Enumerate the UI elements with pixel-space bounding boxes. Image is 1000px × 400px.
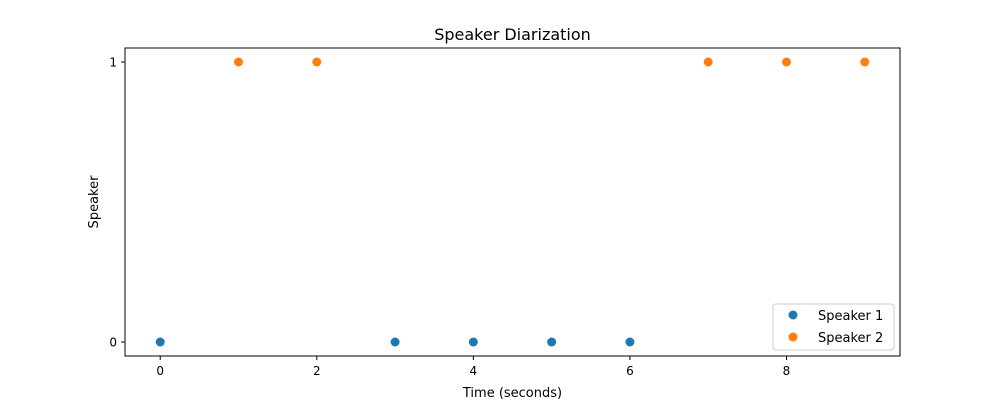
data-point-speaker-2 <box>234 57 244 67</box>
data-point-speaker-1 <box>547 337 557 347</box>
data-point-speaker-1 <box>390 337 400 347</box>
y-tick-label: 0 <box>109 336 117 350</box>
legend-label-speaker-2: Speaker 2 <box>818 331 883 346</box>
legend-box <box>772 303 895 351</box>
data-point-speaker-1 <box>155 337 165 347</box>
data-point-speaker-1 <box>468 337 478 347</box>
x-tick-label: 4 <box>470 364 478 378</box>
data-point-speaker-2 <box>703 57 713 67</box>
legend-label-speaker-1: Speaker 1 <box>818 309 883 324</box>
data-point-speaker-1 <box>625 337 635 347</box>
legend-marker-speaker-1 <box>788 310 798 320</box>
data-point-speaker-2 <box>312 57 322 67</box>
y-axis-label: Speaker <box>87 175 102 229</box>
legend-marker-speaker-2 <box>788 332 798 342</box>
x-tick-label: 0 <box>156 364 164 378</box>
x-tick-label: 2 <box>313 364 321 378</box>
data-point-speaker-2 <box>860 57 870 67</box>
x-tick-label: 6 <box>626 364 634 378</box>
data-point-speaker-2 <box>781 57 791 67</box>
x-axis-label: Time (seconds) <box>462 386 562 400</box>
legend: Speaker 1 Speaker 2 <box>772 303 895 351</box>
x-tick-label: 8 <box>783 364 791 378</box>
plot-area <box>124 47 901 357</box>
data-points <box>155 57 870 347</box>
y-tick-label: 1 <box>109 56 117 70</box>
x-axis: 0 2 4 6 8 <box>156 356 790 378</box>
chart-title: Speaker Diarization <box>434 25 591 44</box>
y-axis: 01 <box>109 56 125 350</box>
